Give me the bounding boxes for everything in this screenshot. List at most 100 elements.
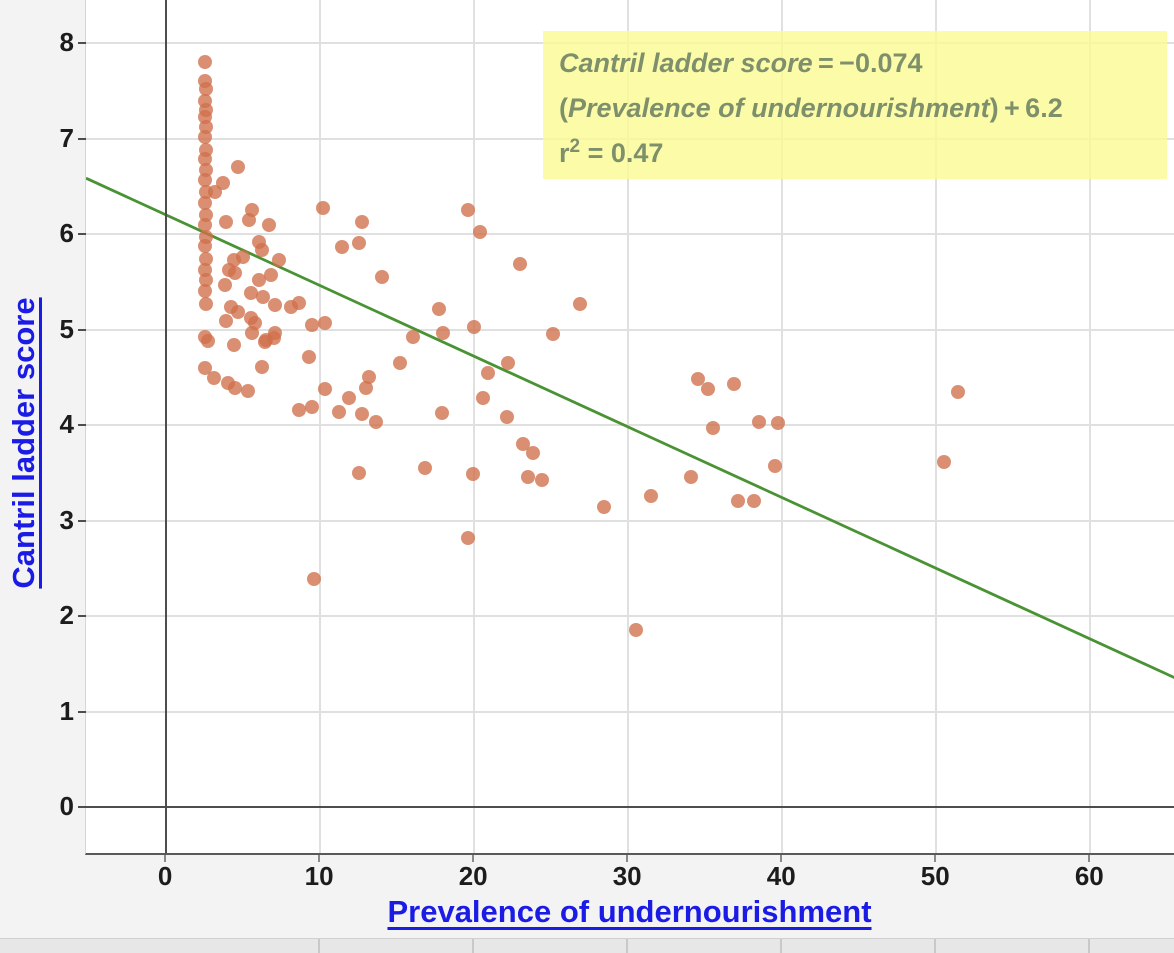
data-point[interactable] bbox=[268, 297, 283, 312]
data-point[interactable] bbox=[199, 296, 214, 311]
data-point[interactable] bbox=[197, 239, 212, 254]
data-point[interactable] bbox=[473, 225, 488, 240]
data-point[interactable] bbox=[499, 410, 514, 425]
data-point[interactable] bbox=[199, 207, 214, 222]
data-point[interactable] bbox=[268, 326, 283, 341]
data-point[interactable] bbox=[628, 623, 643, 638]
data-point[interactable] bbox=[465, 466, 480, 481]
data-point[interactable] bbox=[291, 295, 306, 310]
data-point[interactable] bbox=[240, 383, 255, 398]
data-point[interactable] bbox=[231, 305, 246, 320]
data-point[interactable] bbox=[200, 334, 215, 348]
data-point[interactable] bbox=[291, 402, 306, 417]
data-point[interactable] bbox=[481, 366, 496, 381]
data-point[interactable] bbox=[219, 313, 234, 328]
data-point[interactable] bbox=[334, 240, 349, 255]
data-point[interactable] bbox=[197, 218, 212, 233]
data-point[interactable] bbox=[317, 315, 332, 330]
data-point[interactable] bbox=[521, 469, 536, 484]
data-point[interactable] bbox=[460, 530, 475, 545]
data-point[interactable] bbox=[460, 203, 475, 218]
data-point[interactable] bbox=[405, 330, 420, 345]
data-point[interactable] bbox=[306, 571, 321, 586]
data-point[interactable] bbox=[351, 465, 366, 480]
data-point[interactable] bbox=[254, 243, 269, 258]
data-point[interactable] bbox=[950, 384, 965, 399]
data-point[interactable] bbox=[705, 420, 720, 435]
data-point[interactable] bbox=[476, 391, 491, 406]
data-point[interactable] bbox=[197, 172, 212, 187]
data-point[interactable] bbox=[393, 355, 408, 370]
data-point[interactable] bbox=[245, 203, 260, 218]
data-point[interactable] bbox=[197, 360, 212, 375]
data-point[interactable] bbox=[690, 372, 705, 387]
data-point[interactable] bbox=[263, 268, 278, 283]
data-point[interactable] bbox=[199, 272, 214, 287]
data-point[interactable] bbox=[727, 376, 742, 391]
data-point[interactable] bbox=[354, 406, 369, 421]
data-point[interactable] bbox=[368, 415, 383, 430]
data-point[interactable] bbox=[596, 500, 611, 515]
data-point[interactable] bbox=[197, 151, 212, 166]
data-point[interactable] bbox=[316, 201, 331, 216]
data-point[interactable] bbox=[644, 488, 659, 503]
data-point[interactable] bbox=[331, 404, 346, 419]
data-point[interactable] bbox=[217, 277, 232, 292]
data-point[interactable] bbox=[434, 405, 449, 420]
data-point[interactable] bbox=[436, 326, 451, 341]
data-point[interactable] bbox=[271, 252, 286, 267]
data-point[interactable] bbox=[431, 302, 446, 317]
data-point[interactable] bbox=[374, 270, 389, 284]
data-point[interactable] bbox=[525, 445, 540, 460]
data-point[interactable] bbox=[254, 359, 269, 374]
data-point[interactable] bbox=[730, 494, 745, 509]
data-point[interactable] bbox=[197, 196, 212, 211]
data-point[interactable] bbox=[354, 214, 369, 229]
data-point[interactable] bbox=[359, 380, 374, 395]
data-point[interactable] bbox=[197, 129, 212, 144]
data-point[interactable] bbox=[219, 214, 234, 229]
data-point[interactable] bbox=[226, 337, 241, 352]
data-point[interactable] bbox=[305, 399, 320, 414]
data-point[interactable] bbox=[216, 176, 231, 191]
data-point[interactable] bbox=[573, 296, 588, 311]
data-point[interactable] bbox=[545, 327, 560, 342]
data-point[interactable] bbox=[767, 459, 782, 474]
lsrl-equation-box[interactable]: Cantril ladder score = −0.074 (Prevalenc… bbox=[543, 31, 1167, 179]
data-point[interactable] bbox=[501, 355, 516, 370]
data-point[interactable] bbox=[351, 235, 366, 250]
data-point[interactable] bbox=[467, 319, 482, 334]
data-point[interactable] bbox=[243, 286, 258, 301]
data-point[interactable] bbox=[228, 266, 243, 281]
data-point[interactable] bbox=[199, 81, 214, 96]
data-point[interactable] bbox=[534, 473, 549, 488]
data-point[interactable] bbox=[770, 416, 785, 431]
data-point[interactable] bbox=[245, 326, 260, 341]
data-point[interactable] bbox=[197, 284, 212, 299]
data-point[interactable] bbox=[302, 350, 317, 365]
data-point[interactable] bbox=[206, 371, 221, 386]
trend-line[interactable] bbox=[86, 176, 1174, 679]
data-point[interactable] bbox=[262, 218, 277, 233]
data-point[interactable] bbox=[684, 469, 699, 484]
data-point[interactable] bbox=[936, 455, 951, 470]
data-point[interactable] bbox=[362, 370, 377, 385]
data-point[interactable] bbox=[197, 55, 212, 70]
data-point[interactable] bbox=[199, 251, 214, 266]
data-point[interactable] bbox=[342, 391, 357, 406]
data-point[interactable] bbox=[228, 380, 243, 395]
data-point[interactable] bbox=[752, 415, 767, 430]
least-squares-line[interactable] bbox=[86, 0, 1174, 853]
data-point[interactable] bbox=[417, 461, 432, 476]
data-point[interactable] bbox=[513, 256, 528, 271]
x-axis-label-link[interactable]: Prevalence of undernourishment bbox=[387, 894, 872, 929]
data-point[interactable] bbox=[256, 290, 271, 305]
data-point[interactable] bbox=[317, 381, 332, 396]
data-point[interactable] bbox=[236, 249, 251, 264]
data-point[interactable] bbox=[305, 317, 320, 332]
data-point[interactable] bbox=[231, 160, 246, 175]
data-point[interactable] bbox=[257, 334, 272, 349]
data-point[interactable] bbox=[701, 381, 716, 396]
data-point[interactable] bbox=[747, 494, 762, 509]
data-point[interactable] bbox=[251, 272, 266, 287]
